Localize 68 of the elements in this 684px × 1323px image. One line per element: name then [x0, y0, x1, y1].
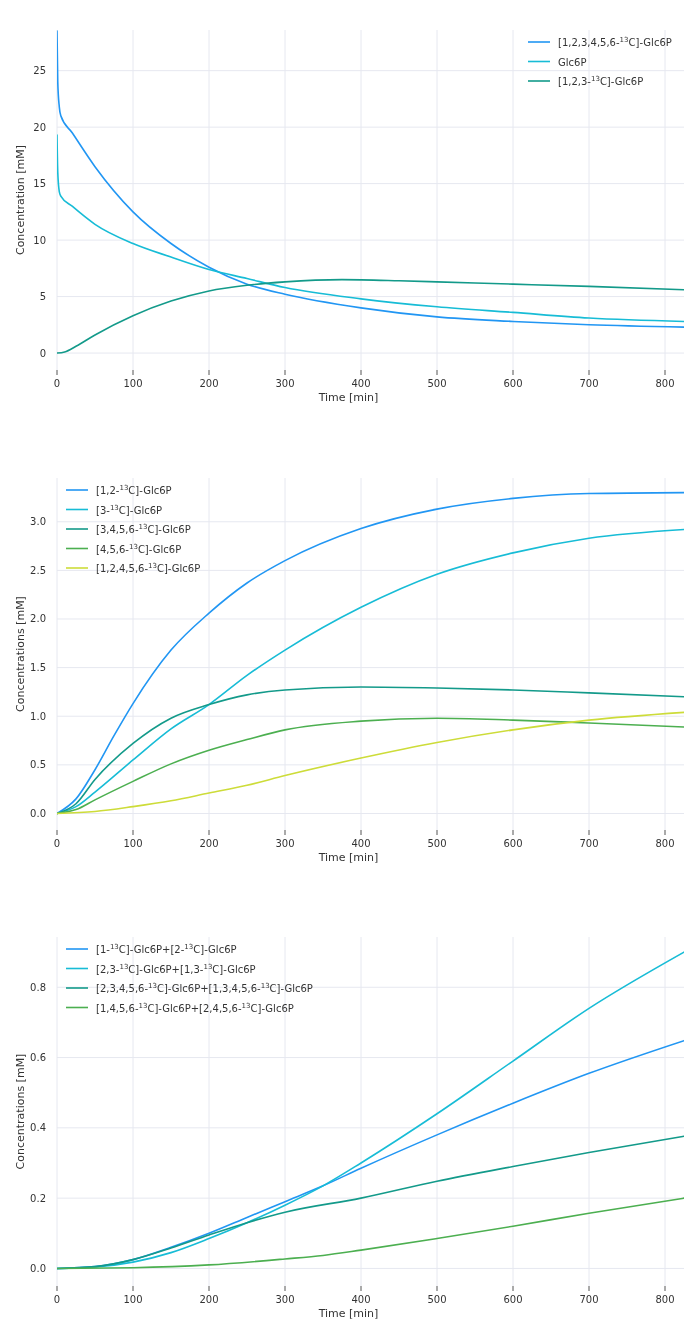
x-tick-label: 500	[427, 378, 447, 389]
x-tick-label: 0	[53, 838, 61, 849]
y-tick-label: 0.8	[30, 981, 46, 993]
x-tick-label: 600	[503, 838, 523, 849]
y-tick-label: 10	[33, 234, 46, 246]
legend-label: [1,2,4,5,6-$^{13}$C]-Glc6P	[96, 562, 201, 574]
y-tick-label: 15	[33, 178, 46, 190]
x-tick-label: 800	[655, 1294, 675, 1305]
x-tick-label: 100	[123, 1294, 143, 1305]
y-tick-label: 0.2	[30, 1192, 46, 1204]
y-tick-label: 0.0	[30, 807, 46, 819]
line-series	[57, 30, 684, 328]
x-axis-title: Time [min]	[317, 1307, 379, 1320]
x-tick-label: 100	[123, 838, 143, 849]
line-series	[57, 686, 684, 815]
y-axis-title: Concentration [mM]	[14, 144, 27, 256]
x-tick-label: 600	[503, 378, 523, 389]
legend-label: [4,5,6-$^{13}$C]-Glc6P	[96, 542, 182, 555]
line-series	[57, 134, 684, 323]
y-tick-label: 5	[39, 291, 46, 303]
y-tick-label: 20	[33, 121, 46, 133]
x-tick-label: 100	[123, 378, 143, 389]
x-tick-label: 700	[579, 378, 599, 389]
y-tick-label: 25	[33, 65, 46, 77]
x-tick-label: 600	[503, 1294, 523, 1305]
legend-label: [1,2-$^{13}$C]-Glc6P	[96, 484, 172, 496]
legend-label: [2,3-$^{13}$C]-Glc6P+[1,3-$^{13}$C]-Glc6P	[96, 962, 256, 975]
legend-label: [1,4,5,6-$^{13}$C]-Glc6P+[2,4,5,6-$^{13}$C]-Glc6P	[96, 1001, 294, 1014]
legend-label: [1-$^{13}$C]-Glc6P+[2-$^{13}$C]-Glc6P	[96, 943, 237, 955]
x-tick-label: 300	[275, 838, 295, 849]
line-series	[57, 1197, 684, 1270]
x-tick-label: 300	[275, 378, 295, 389]
x-tick-label: 0	[53, 1294, 61, 1305]
x-tick-label: 200	[199, 378, 219, 389]
legend-label: [3,4,5,6-$^{13}$C]-Glc6P	[96, 523, 191, 535]
y-tick-label: 1.5	[30, 662, 46, 674]
x-tick-label: 400	[351, 378, 371, 389]
x-tick-label: 500	[427, 1294, 447, 1305]
legend-label: Glc6P	[558, 56, 587, 68]
x-tick-label: 800	[655, 378, 675, 389]
legend-label: [1,2,3,4,5,6-$^{13}$C]-Glc6P	[558, 36, 672, 48]
legend-label: [2,3,4,5,6-$^{13}$C]-Glc6P+[1,3,4,5,6-$^{13}$C]-Glc6P	[96, 982, 313, 994]
y-tick-label: 2.0	[30, 613, 46, 625]
legend-label: [3-$^{13}$C]-Glc6P	[96, 503, 163, 516]
y-tick-label: 2.5	[30, 564, 46, 576]
x-tick-label: 400	[351, 838, 371, 849]
x-tick-label: 400	[351, 1294, 371, 1305]
x-tick-label: 200	[199, 838, 219, 849]
y-tick-label: 1.0	[30, 710, 46, 722]
y-tick-label: 0.5	[30, 759, 46, 771]
y-tick-label: 0.4	[30, 1122, 46, 1134]
legend-label: [1,2,3-$^{13}$C]-Glc6P	[558, 75, 644, 87]
y-tick-label: 0.0	[30, 1262, 46, 1274]
x-axis-title: Time [min]	[317, 851, 379, 864]
x-tick-label: 700	[579, 1294, 599, 1305]
y-tick-label: 0.6	[30, 1052, 46, 1064]
y-axis-title: Concentrations [mM]	[14, 596, 27, 712]
y-axis-title: Concentrations [mM]	[14, 1053, 27, 1170]
line-series	[57, 278, 684, 354]
y-tick-label: 3.0	[30, 516, 46, 528]
y-tick-label: 0	[39, 347, 46, 359]
x-tick-label: 500	[427, 838, 447, 849]
x-tick-label: 800	[655, 838, 675, 849]
x-tick-label: 0	[53, 378, 61, 389]
x-tick-label: 700	[579, 838, 599, 849]
x-tick-label: 300	[275, 1294, 295, 1305]
x-tick-label: 200	[199, 1294, 219, 1305]
x-axis-title: Time [min]	[317, 391, 379, 404]
